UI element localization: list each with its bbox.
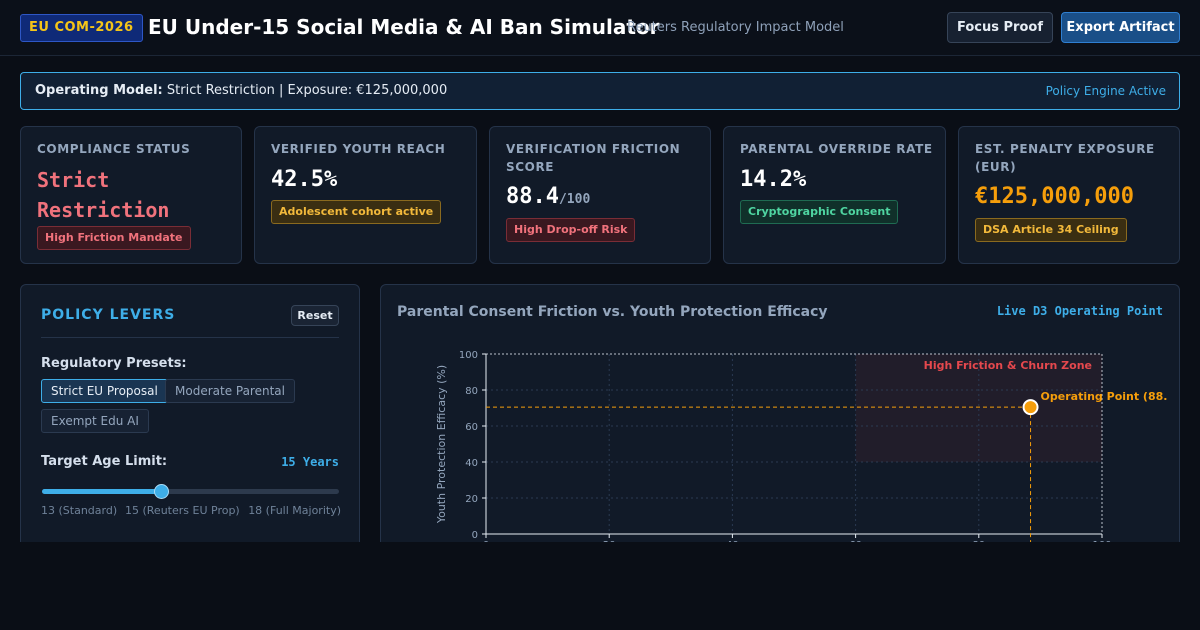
viewport-bottom	[0, 542, 1200, 630]
chart-title: Parental Consent Friction vs. Youth Prot…	[397, 304, 828, 320]
y-tick-label: 40	[465, 458, 478, 469]
kpi-value-number: 88.4	[506, 184, 559, 209]
kpi-card-compliance: COMPLIANCE STATUS Strict Restriction Hig…	[20, 126, 242, 264]
kpi-value-line2: Restriction	[37, 198, 170, 222]
y-tick-label: 80	[465, 386, 478, 397]
preset-strict-eu-proposal[interactable]: Strict EU Proposal	[41, 379, 168, 403]
operating-model-label: Operating Model:	[35, 83, 163, 98]
kpi-value: €125,000,000	[975, 184, 1134, 209]
app-header: EU COM-2026 EU Under-15 Social Media & A…	[0, 0, 1200, 56]
y-tick-label: 0	[472, 530, 478, 541]
kpi-value: 88.4/100	[506, 184, 590, 209]
zone-label: High Friction & Churn Zone	[924, 359, 1092, 372]
status-badge: High Friction Mandate	[37, 226, 191, 250]
kpi-value: 42.5%	[271, 167, 338, 192]
kpi-card-youth-reach: VERIFIED YOUTH REACH 42.5% Adolescent co…	[254, 126, 477, 264]
reset-button[interactable]: Reset	[291, 305, 339, 326]
y-tick-label: 100	[459, 350, 478, 361]
kpi-label: VERIFIED YOUTH REACH	[271, 142, 446, 156]
operating-model-banner: Operating Model: Strict Restriction | Ex…	[20, 72, 1180, 110]
operating-point-marker	[1022, 399, 1039, 416]
divider	[41, 337, 339, 338]
export-artifact-button[interactable]: Export Artifact	[1061, 12, 1180, 43]
friction-efficacy-chart: High Friction & Churn Zone02040608010002…	[435, 350, 1168, 553]
status-badge: Cryptographic Consent	[740, 200, 899, 224]
kpi-card-penalty-exposure: EST. PENALTY EXPOSURE (EUR) €125,000,000…	[958, 126, 1180, 264]
y-axis-label: Youth Protection Efficacy (%)	[435, 365, 448, 524]
status-badge: High Drop-off Risk	[506, 218, 636, 242]
kpi-value: Strict Restriction	[37, 165, 169, 225]
preset-exempt-edu-ai[interactable]: Exempt Edu AI	[41, 409, 149, 433]
age-limit-label: Target Age Limit:	[41, 454, 168, 469]
app-title: EU Under-15 Social Media & AI Ban Simula…	[148, 15, 660, 39]
kpi-value-suffix: /100	[558, 192, 591, 207]
kpi-label: EST. PENALTY EXPOSURE (EUR)	[975, 142, 1155, 174]
policy-levers-panel: POLICY LEVERS Reset Regulatory Presets: …	[20, 284, 360, 554]
tick-label-min: 13 (Standard)	[41, 504, 118, 517]
preset-moderate-parental[interactable]: Moderate Parental	[165, 379, 295, 403]
kpi-card-parental-override: PARENTAL OVERRIDE RATE 14.2% Cryptograph…	[723, 126, 946, 264]
operating-model-value: Strict Restriction | Exposure: €125,000,…	[166, 83, 448, 98]
kpi-label: COMPLIANCE STATUS	[37, 142, 191, 156]
slider-handle[interactable]	[153, 484, 169, 499]
status-badge: Adolescent cohort active	[271, 200, 442, 224]
kpi-label: VERIFICATION FRICTION SCORE	[506, 142, 681, 174]
age-limit-value: 15 Years	[281, 455, 339, 469]
chart-panel: Parental Consent Friction vs. Youth Prot…	[380, 284, 1180, 554]
status-badge: DSA Article 34 Ceiling	[975, 218, 1127, 242]
kpi-label: PARENTAL OVERRIDE RATE	[740, 142, 933, 156]
operating-model-text: Operating Model: Strict Restriction | Ex…	[35, 83, 447, 98]
policy-levers-title: POLICY LEVERS	[41, 307, 176, 323]
kpi-card-friction-score: VERIFICATION FRICTION SCORE 88.4/100 Hig…	[489, 126, 711, 264]
presets-label: Regulatory Presets:	[41, 356, 187, 371]
app-subtitle: Reuters Regulatory Impact Model	[627, 20, 844, 35]
operating-point-label: Operating Point (88.	[1041, 390, 1168, 403]
slider-fill	[42, 489, 161, 494]
live-operating-point-label: Live D3 Operating Point	[996, 304, 1163, 318]
y-tick-label: 60	[465, 422, 478, 433]
kpi-value: 14.2%	[740, 167, 807, 192]
age-limit-slider[interactable]	[42, 484, 339, 499]
focus-proof-button[interactable]: Focus Proof	[947, 12, 1053, 43]
y-tick-label: 20	[465, 494, 478, 505]
tick-label-mid: 15 (Reuters EU Prop)	[125, 504, 240, 517]
tick-label-max: 18 (Full Majority)	[248, 504, 341, 517]
kpi-value-line1: Strict	[37, 168, 110, 192]
regulation-code-badge: EU COM-2026	[20, 14, 143, 42]
policy-engine-status: Policy Engine Active	[1045, 84, 1166, 98]
